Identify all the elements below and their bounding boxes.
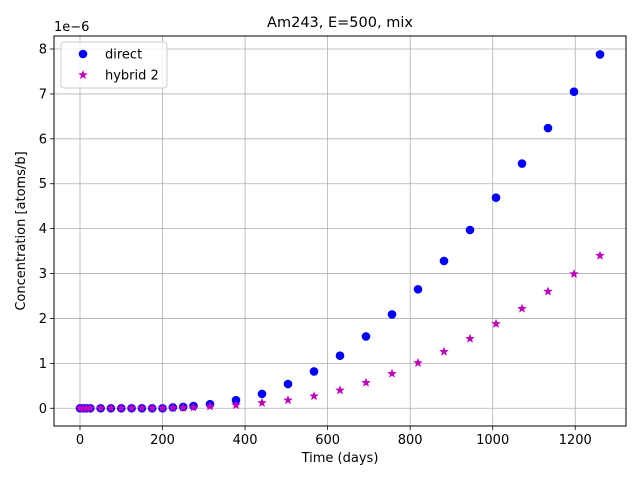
data-point-hybrid-2	[439, 346, 449, 356]
x-tick-label: 400	[233, 433, 258, 448]
data-point-hybrid-2	[335, 385, 345, 395]
data-point-hybrid-2	[257, 397, 267, 407]
y-axis-label: Concentration [atoms/b]	[14, 151, 29, 310]
y-tick-label: 7	[39, 87, 47, 102]
y-tick-label: 2	[39, 312, 47, 327]
data-point-hybrid-2	[543, 286, 553, 296]
data-point-direct	[257, 389, 267, 399]
y-tick-label: 8	[39, 43, 47, 58]
data-point-hybrid-2	[178, 402, 188, 412]
data-point-direct	[543, 123, 553, 133]
x-tick-label: 200	[150, 433, 175, 448]
axis-ticks: 0 200 400 600 800 1000 1200 0 1 2 3 4 5 6 7 8	[39, 43, 592, 448]
data-point-direct	[413, 284, 423, 294]
data-point-direct	[361, 332, 371, 341]
data-point-direct	[491, 193, 501, 202]
data-point-hybrid-2	[491, 318, 501, 328]
data-point-hybrid-2	[205, 401, 215, 411]
legend-label-direct: direct	[105, 48, 142, 63]
data-point-hybrid-2	[188, 402, 199, 412]
data-point-direct	[517, 159, 527, 168]
data-point-hybrid-2	[283, 395, 293, 405]
x-tick-label: 800	[398, 433, 423, 448]
data-point-hybrid-2	[569, 269, 579, 279]
data-point-direct	[595, 50, 605, 59]
x-tick-label: 600	[315, 433, 340, 448]
data-point-hybrid-2	[361, 377, 371, 387]
y-tick-label: 3	[39, 267, 47, 282]
data-point-hybrid-2	[413, 357, 423, 367]
y-tick-label: 0	[39, 402, 47, 417]
y-tick-label: 4	[39, 222, 47, 237]
data-point-hybrid-2	[106, 403, 116, 413]
data-point-hybrid-2	[81, 403, 91, 413]
series-hybrid-2	[75, 250, 605, 413]
data-point-direct	[309, 367, 319, 376]
data-point-direct	[335, 351, 345, 361]
x-axis-label: Time (days)	[301, 451, 379, 466]
data-point-hybrid-2	[595, 250, 605, 260]
legend: direct hybrid 2	[60, 41, 168, 89]
data-point-hybrid-2	[168, 402, 178, 412]
y-tick-label: 6	[39, 132, 47, 147]
data-point-hybrid-2	[157, 403, 168, 413]
x-tick-label: 1000	[476, 433, 509, 448]
data-point-hybrid-2	[147, 403, 157, 413]
legend-marker-direct	[78, 49, 88, 59]
data-point-hybrid-2	[137, 403, 147, 413]
plot-frame	[53, 35, 627, 427]
data-point-direct	[465, 225, 475, 235]
data-point-direct	[569, 87, 579, 96]
legend-label-hybrid-2: hybrid 2	[105, 69, 159, 84]
data-point-hybrid-2	[95, 403, 106, 413]
data-point-hybrid-2	[517, 303, 527, 313]
data-point-direct	[283, 379, 293, 389]
data-marks	[75, 50, 605, 413]
data-point-hybrid-2	[116, 403, 127, 413]
x-tick-label: 0	[76, 433, 84, 448]
data-point-hybrid-2	[465, 333, 475, 343]
legend-box	[60, 41, 168, 89]
y-tick-label: 5	[39, 177, 47, 192]
data-point-direct	[387, 310, 397, 319]
legend-marker-hybrid-2	[78, 70, 88, 80]
x-tick-label: 1200	[559, 433, 592, 448]
data-point-hybrid-2	[126, 403, 137, 413]
data-point-hybrid-2	[309, 391, 319, 401]
y-tick-label: 1	[39, 357, 47, 372]
y-axis-offset-label: 1e−6	[54, 20, 89, 35]
data-point-hybrid-2	[231, 400, 241, 410]
chart-title: Am243, E=500, mix	[267, 15, 413, 31]
data-point-hybrid-2	[387, 368, 397, 378]
data-point-hybrid-2	[85, 403, 96, 413]
data-point-direct	[439, 256, 449, 266]
